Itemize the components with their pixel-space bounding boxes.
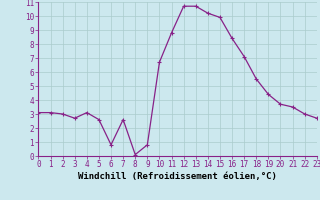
X-axis label: Windchill (Refroidissement éolien,°C): Windchill (Refroidissement éolien,°C) bbox=[78, 172, 277, 181]
